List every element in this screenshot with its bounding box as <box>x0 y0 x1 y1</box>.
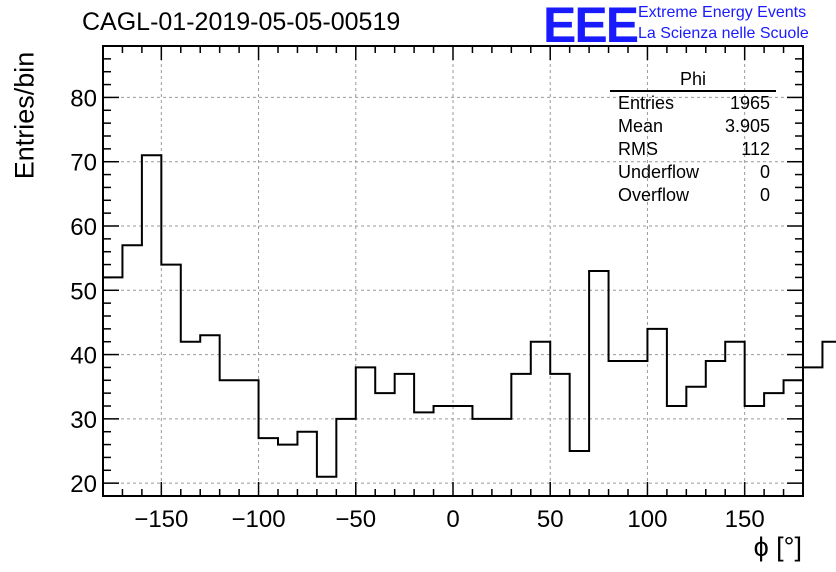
histogram-bin <box>492 419 511 496</box>
stats-row-entries: Entries 1965 <box>610 92 776 115</box>
histogram-bin <box>550 374 569 496</box>
histogram-bin <box>725 342 744 496</box>
histogram-bin <box>589 271 608 496</box>
stats-value: 3.905 <box>724 116 770 136</box>
histogram-bin <box>220 380 239 496</box>
histogram-bin <box>278 445 297 496</box>
histogram-bin <box>803 367 822 496</box>
y-tick-label: 80 <box>70 85 97 112</box>
stats-box: Phi Entries 1965 Mean 3.905 RMS 112 Unde… <box>610 68 776 207</box>
stats-title: Phi <box>610 68 776 92</box>
histogram-bin <box>453 406 472 496</box>
x-tick-label: 100 <box>627 506 667 533</box>
histogram-bin <box>822 342 836 496</box>
y-axis-label: Entries/bin <box>9 51 40 180</box>
histogram-bin <box>200 335 219 496</box>
histogram-bin <box>103 277 122 496</box>
stats-row-overflow: Overflow 0 <box>610 184 776 207</box>
histogram-bin <box>667 406 686 496</box>
stats-value: 112 <box>741 139 770 159</box>
histogram-bin <box>764 393 783 496</box>
x-tick-label: −150 <box>134 506 188 533</box>
histogram-outline <box>103 154 836 478</box>
stats-row-mean: Mean 3.905 <box>610 115 776 138</box>
histogram-bin <box>570 451 589 496</box>
histogram-bin <box>609 361 628 496</box>
histogram-bin <box>122 245 141 496</box>
histogram-bin <box>511 374 530 496</box>
chart-title: CAGL-01-2019-05-05-00519 <box>82 8 401 36</box>
histogram-bin <box>259 438 278 496</box>
histogram-bin <box>297 432 316 496</box>
histogram-bin <box>531 342 550 496</box>
histogram-bin <box>647 329 666 496</box>
x-tick-label: 0 <box>446 506 459 533</box>
x-tick-label: −50 <box>335 506 376 533</box>
histogram-bin <box>356 367 375 496</box>
histogram-bin <box>686 387 705 496</box>
y-tick-label: 40 <box>70 343 97 370</box>
y-tick-label: 50 <box>70 278 97 305</box>
logo-line-1: Extreme Energy Events <box>638 4 807 21</box>
x-tick-label: 150 <box>725 506 765 533</box>
stats-label: Entries <box>618 93 675 113</box>
x-axis-label: ϕ [°] <box>753 532 802 562</box>
y-tick-label: 70 <box>70 150 97 177</box>
stats-row-underflow: Underflow 0 <box>610 161 776 184</box>
stats-label: Overflow <box>618 185 690 205</box>
x-tick-label: 50 <box>537 506 564 533</box>
x-tick-label: −100 <box>232 506 286 533</box>
stats-value: 0 <box>759 162 770 182</box>
histogram-bin <box>472 419 491 496</box>
histogram-bin <box>161 265 180 496</box>
eee-logo: EEE <box>543 0 639 53</box>
stats-label: Underflow <box>618 162 700 182</box>
histogram-bin <box>317 477 336 496</box>
stats-row-rms: RMS 112 <box>610 138 776 161</box>
stats-label: Mean <box>618 116 664 136</box>
logo-line-2: La Scienza nelle Scuole <box>638 25 809 42</box>
histogram-bin <box>706 361 725 496</box>
stats-value: 1965 <box>729 93 770 113</box>
histogram-bin <box>239 380 258 496</box>
histogram-bin <box>434 406 453 496</box>
histogram-bin <box>395 374 414 496</box>
stats-label: RMS <box>618 139 658 159</box>
y-tick-label: 30 <box>70 407 97 434</box>
histogram-bin <box>784 380 803 496</box>
histogram-bin <box>181 342 200 496</box>
y-tick-label: 20 <box>70 471 97 498</box>
histogram-bin <box>414 412 433 496</box>
histogram-bin <box>336 419 355 496</box>
histogram-bin <box>375 393 394 496</box>
histogram-bin <box>142 155 161 496</box>
histogram-bin <box>628 361 647 496</box>
histogram-bin <box>745 406 764 496</box>
y-tick-label: 60 <box>70 214 97 241</box>
stats-value: 0 <box>759 185 770 205</box>
